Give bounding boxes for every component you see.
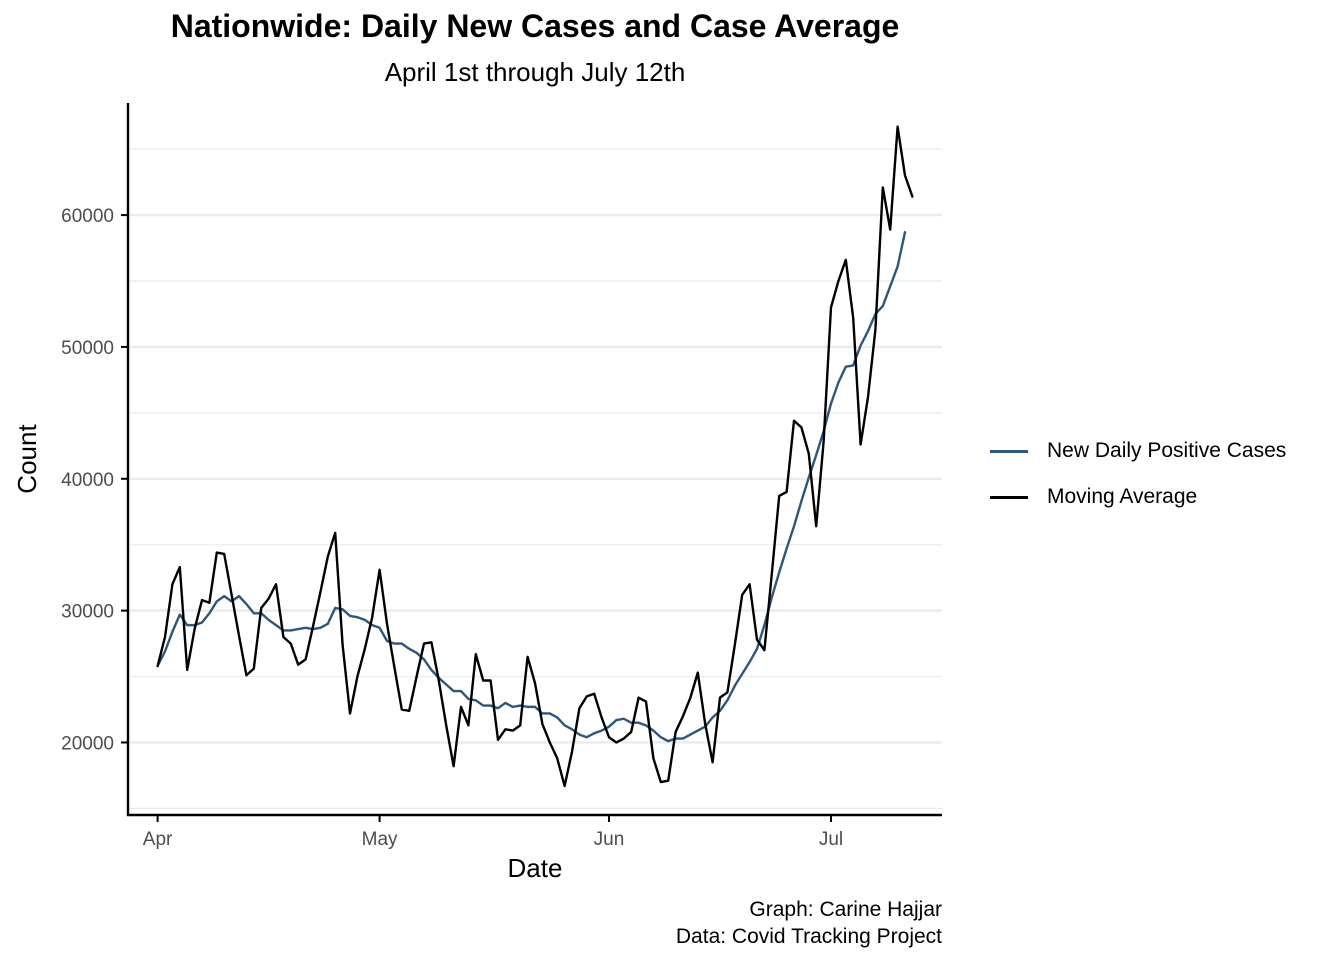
- x-tick-label-apr: Apr: [143, 829, 173, 850]
- legend-item-moving-average: Moving Average: [990, 474, 1286, 520]
- caption-data-source: Data: Covid Tracking Project: [675, 925, 942, 948]
- grid-lines: [128, 148, 942, 810]
- tick-labels: 20000 30000 40000 50000 60000 Apr May Jun Jul: [61, 206, 843, 850]
- axes: [121, 103, 942, 822]
- y-axis-title: Count: [12, 424, 42, 494]
- series-lines: [156, 125, 914, 788]
- chart-subtitle: April 1st through July 12th: [384, 57, 686, 87]
- series-line-moving-average: [156, 125, 914, 788]
- x-tick-label-jul: Jul: [819, 829, 843, 850]
- caption: Graph: Carine Hajjar Data: Covid Trackin…: [676, 896, 942, 950]
- legend-key-moving-average: [990, 495, 1028, 499]
- x-axis-title: Date: [508, 853, 563, 883]
- legend-label-moving-average: Moving Average: [1047, 485, 1198, 508]
- y-tick-label-40000: 40000: [61, 470, 114, 491]
- y-tick-label-60000: 60000: [61, 206, 114, 227]
- x-tick-label-jun: Jun: [594, 829, 625, 850]
- x-tick-label-may: May: [362, 829, 398, 850]
- chart-title: Nationwide: Daily New Cases and Case Ave…: [170, 8, 900, 44]
- y-tick-label-30000: 30000: [61, 602, 114, 623]
- series-line-new-daily-positive-cases: [156, 231, 907, 743]
- legend-label-new-daily-positive-cases: New Daily Positive Cases: [1047, 439, 1287, 462]
- legend-item-new-daily-positive-cases: New Daily Positive Cases: [990, 428, 1286, 474]
- caption-graph-credit: Graph: Carine Hajjar: [749, 898, 942, 921]
- y-tick-label-50000: 50000: [61, 338, 114, 359]
- legend-key-new-daily-positive-cases: [990, 449, 1028, 453]
- legend: New Daily Positive Cases Moving Average: [990, 428, 1286, 520]
- y-tick-label-20000: 20000: [61, 733, 114, 754]
